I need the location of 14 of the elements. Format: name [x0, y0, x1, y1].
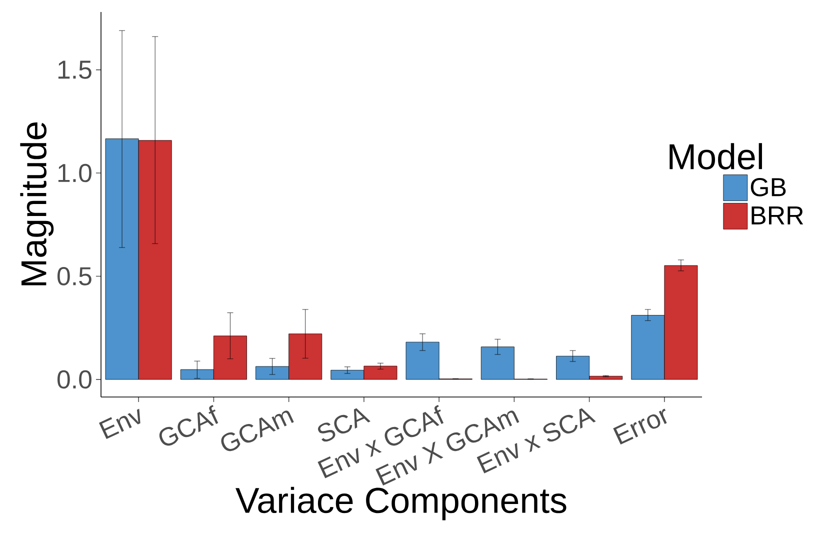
- legend-title: Model: [670, 143, 762, 170]
- x-axis-title: Variace Components: [236, 486, 566, 520]
- legend-label: GB: [750, 178, 786, 196]
- x-tick-label: SCA: [318, 408, 370, 442]
- x-tick-label: GCAm: [221, 410, 294, 452]
- x-tick-label: Error: [613, 408, 667, 445]
- y-tick-label: 0.0: [57, 370, 92, 389]
- x-tick-label: Env: [98, 408, 140, 440]
- y-axis-title: Magnitude: [20, 122, 54, 286]
- y-tick-label: 1.0: [58, 164, 92, 182]
- y-tick-label: 1.5: [58, 60, 92, 79]
- legend-label: BRR: [752, 206, 804, 224]
- x-tick-label: GCAf: [159, 405, 218, 446]
- y-tick-label: 0.5: [57, 267, 92, 286]
